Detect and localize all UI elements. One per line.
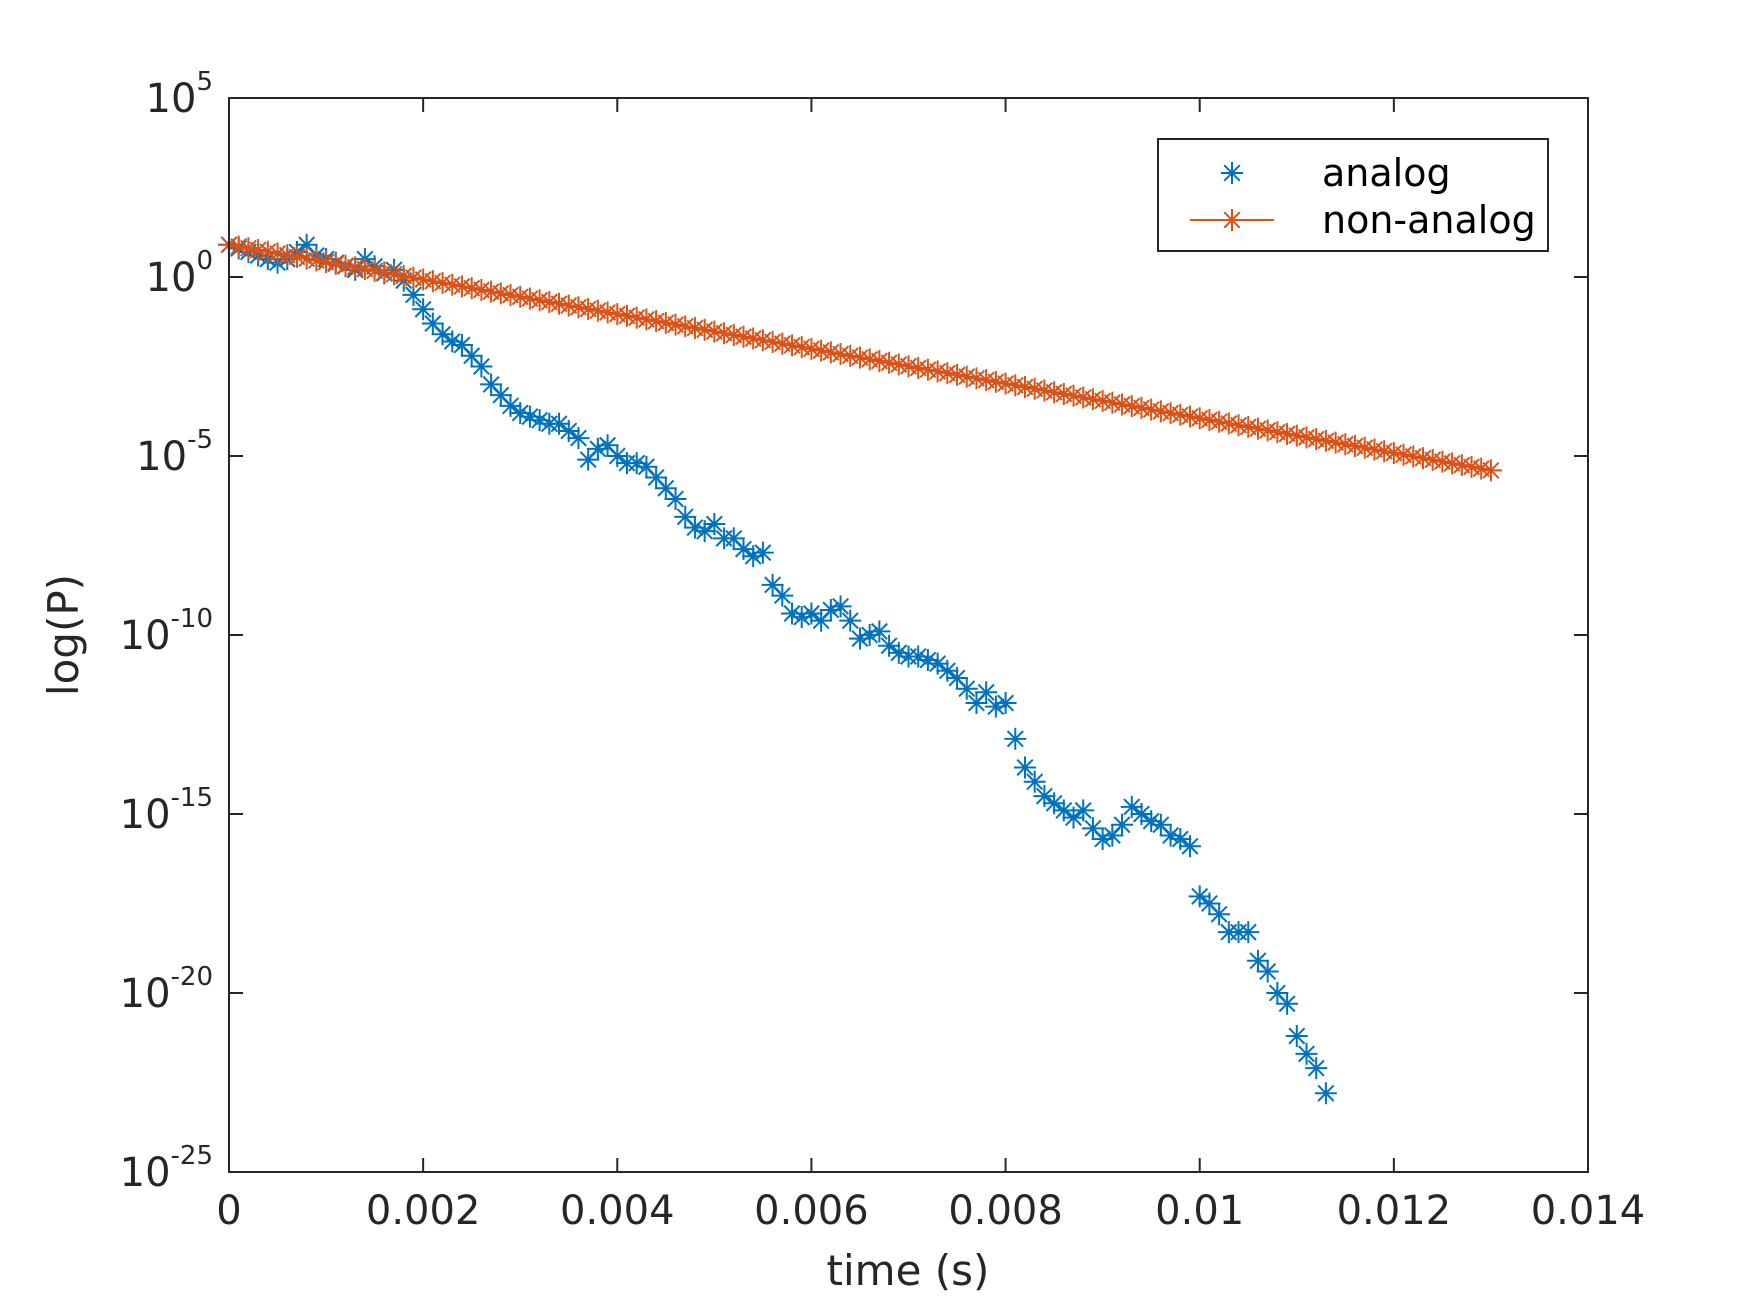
y-tick-label: 10-5 [136,425,213,480]
legend-marker-non-analog [1190,209,1274,231]
analog-point [1266,982,1289,1004]
x-tick-label: 0 [216,1188,241,1234]
analog-point [1140,810,1163,833]
analog-point [771,584,794,607]
analog-point [1004,727,1027,750]
y-tick-label: 10-20 [120,962,213,1017]
non-analog-point [683,317,706,340]
analog-point [1295,1042,1318,1065]
analog-point [1023,770,1046,793]
analog-point [887,641,910,664]
x-tick-label: 0.014 [1531,1188,1646,1234]
analog-point [577,448,600,471]
analog-point [470,355,493,378]
analog-point [751,541,774,564]
legend-marker-analog [1221,162,1243,184]
analog-point [1314,1082,1337,1105]
analog-point [528,409,551,432]
analog-point [1091,828,1114,851]
analog-point [441,330,464,353]
non-analog-point [1479,459,1502,482]
analog-point [1101,824,1124,847]
x-tick-label: 0.006 [754,1188,869,1234]
x-tick-label: 0.004 [560,1188,675,1234]
analog-point [402,283,425,306]
analog-point [1305,1057,1328,1080]
analog-point [412,298,435,321]
ticks-layer: 0 0.002 0.004 0.006 0.008 0.01 0.012 0.014 105 10… [120,67,1646,1234]
analog-point [518,405,541,428]
y-tick-label: 10-25 [120,1141,213,1196]
non-analog-point [887,353,910,376]
analog-point [586,437,609,460]
analog-point [790,606,813,629]
analog-point [848,627,871,650]
legend-box [1157,138,1549,252]
analog-point [1062,806,1085,829]
analog-point [742,545,765,568]
y-tick-label: 10-15 [120,783,213,838]
analog-point [994,692,1017,715]
legend-marker-analog-glyph [1221,162,1243,184]
legend-label-analog: analog [1322,151,1451,195]
x-tick-label: 0.01 [1155,1188,1244,1234]
analog-point [1111,813,1134,836]
analog-point [916,649,939,672]
analog-point [489,384,512,407]
analog-point [567,427,590,450]
analog-point [1013,756,1036,779]
analog-point [1179,835,1202,858]
analog-point [1159,824,1182,847]
legend: analog non-analog [1157,138,1549,252]
analog-point [499,394,522,417]
analog-point [693,520,716,543]
analog-point [1120,795,1143,818]
x-tick-label: 0.012 [1337,1188,1452,1234]
analog-point [955,677,978,700]
analog-point [683,516,706,539]
analog-point [858,624,881,646]
legend-label-non-analog: non-analog [1322,198,1536,242]
analog-point [1285,1024,1308,1047]
analog-point [664,487,687,510]
analog-point [829,595,852,618]
analog-point [975,681,998,704]
x-axis-title: time (s) [827,1246,990,1295]
non-analog-point [664,313,687,336]
analog-point [1072,799,1095,822]
x-tick-label: 0.008 [948,1188,1063,1234]
non-analog-point [1004,374,1027,397]
analog-point [1033,785,1056,808]
y-axis-title: log(P) [39,574,88,696]
non-analog-point [577,297,600,320]
analog-point [907,645,930,668]
analog-point [1256,960,1279,983]
analog-point [1208,903,1231,926]
analog-point [984,695,1007,718]
analog-point [946,666,969,689]
y-tick-label: 100 [146,246,213,301]
analog-point [625,452,648,475]
analog-point [868,620,891,643]
analog-point [839,609,862,632]
analog-point [781,602,804,625]
analog-point [800,602,823,625]
plot-area [229,98,1588,1172]
non-analog-point [1052,382,1075,405]
analog-point [1237,921,1260,944]
non-analog-point [1101,391,1124,414]
x-tick-label: 0.002 [366,1188,481,1234]
y-tick-label: 10-10 [120,604,213,659]
analog-point [1276,992,1299,1015]
analog-point [761,573,784,596]
series-layer [218,233,1502,1105]
analog-point [509,402,532,425]
analog-point [819,598,842,621]
analog-point [703,513,726,536]
series-non-analog [218,233,1502,482]
y-tick-label: 105 [146,67,213,122]
analog-point [674,505,697,528]
